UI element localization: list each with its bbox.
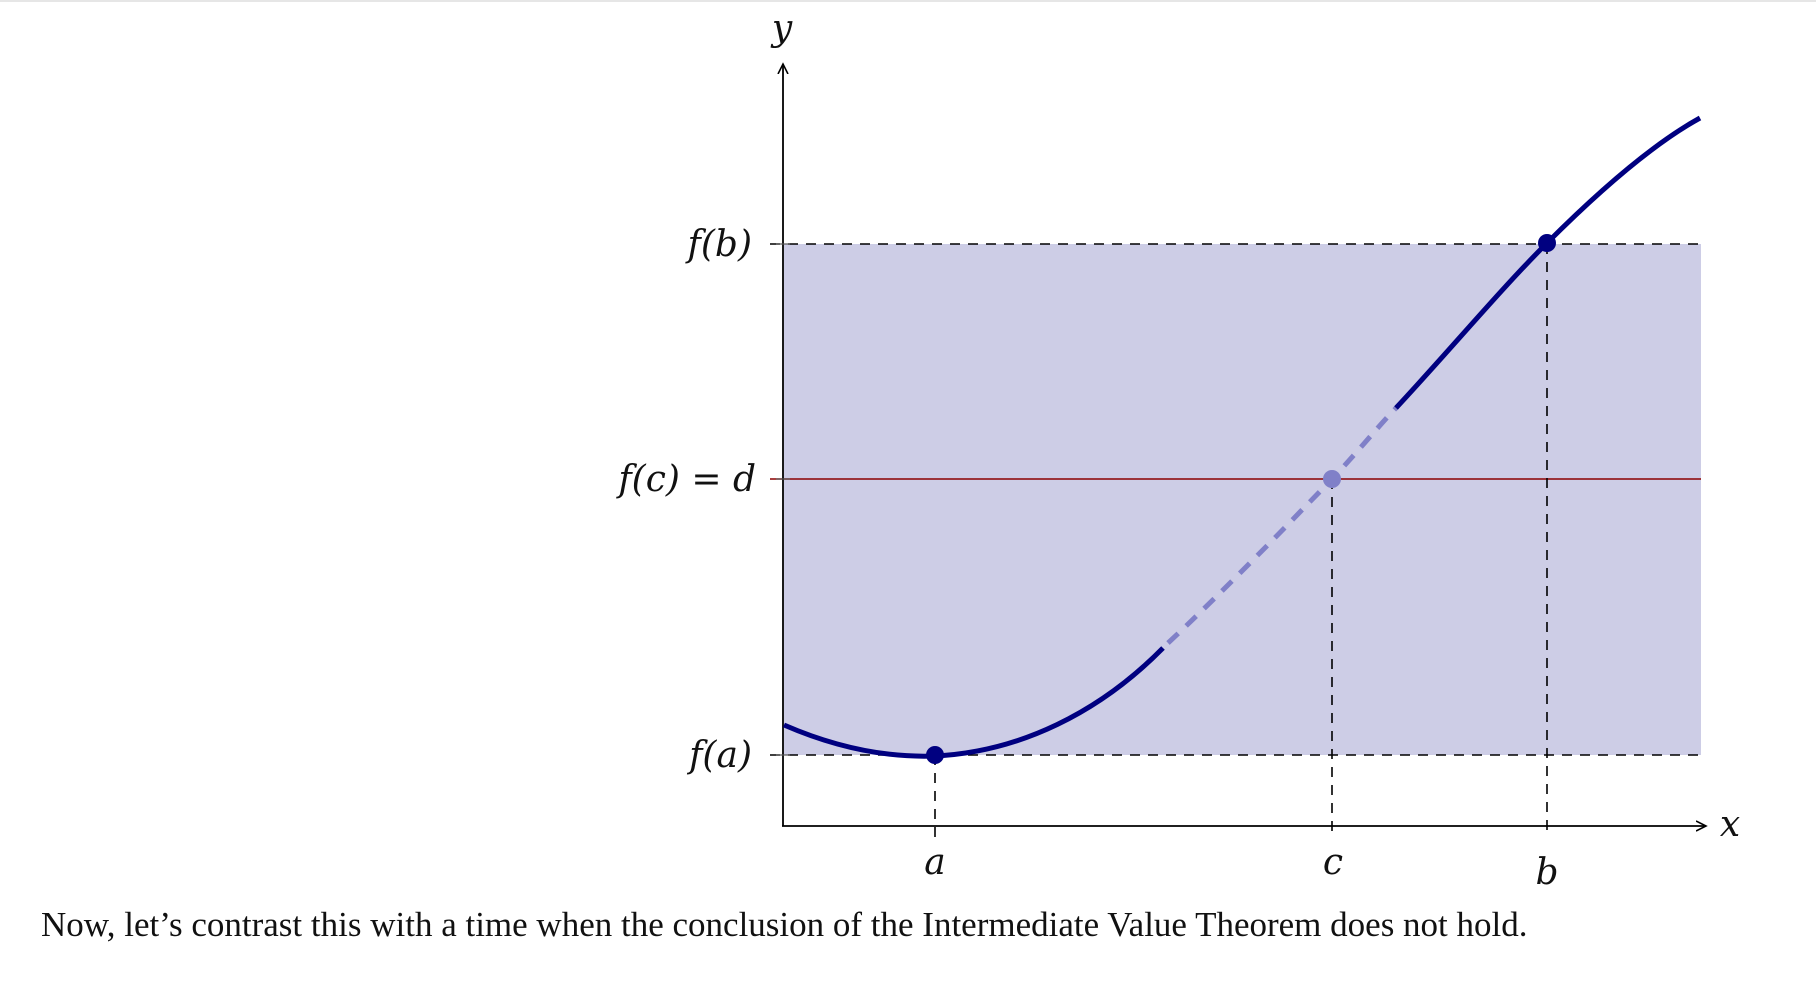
y-tick-label-fb: f(b) <box>685 224 752 265</box>
curve-hidden-segment <box>1166 406 1398 645</box>
x-tick-label-c: c <box>1323 842 1343 883</box>
y-tick-label-fa: f(a) <box>686 735 752 776</box>
value-band <box>784 244 1701 755</box>
x-axis-label: x <box>1720 804 1740 845</box>
point-a <box>926 746 944 764</box>
y-axis-label: y <box>770 8 793 49</box>
point-c <box>1323 470 1341 488</box>
x-tick-label-b: b <box>1535 852 1558 893</box>
curve-left-segment <box>783 646 1165 759</box>
y-tick-label-fc: f(c) = d <box>615 459 756 500</box>
caption-text: Now, let’s contrast this with a time whe… <box>41 905 1528 944</box>
top-divider <box>0 0 1816 2</box>
point-b <box>1538 234 1556 252</box>
x-tick-label-a: a <box>924 842 945 883</box>
ivt-diagram: y x f(b) f(c) = d f(a) a c b <box>615 8 1740 893</box>
